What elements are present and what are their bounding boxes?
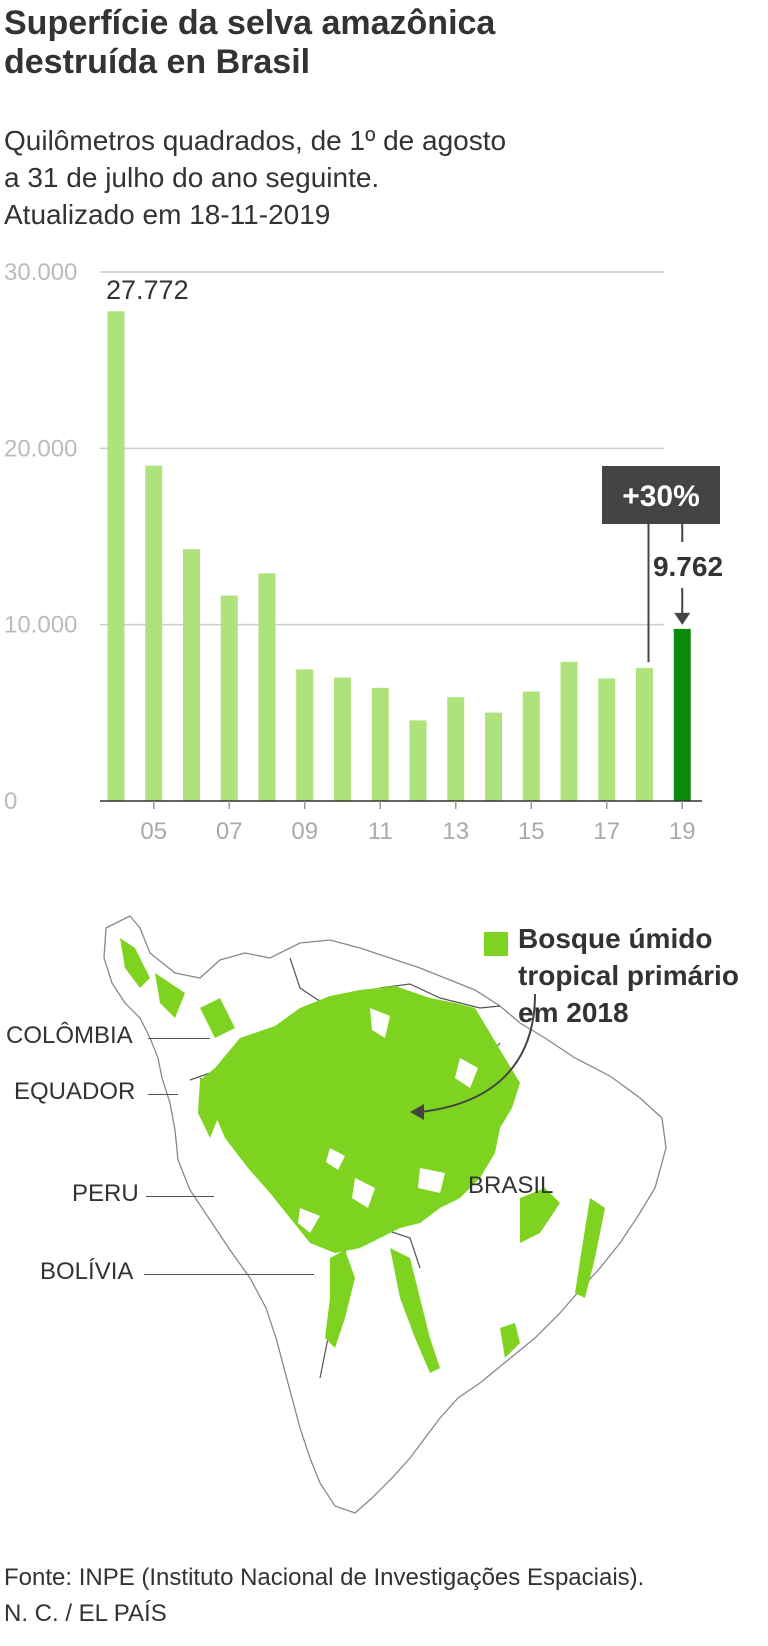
bar [673, 628, 691, 801]
label-bolivia: BOLÍVIA [40, 1258, 134, 1285]
bar [258, 573, 276, 801]
label-peru: PERU [72, 1180, 139, 1207]
source-note: Fonte: INPE (Instituto Nacional de Inves… [4, 1564, 645, 1591]
x-tick-label: 11 [368, 818, 393, 845]
bar [522, 691, 540, 801]
bar [485, 712, 502, 801]
last-value-label: 9.762 [653, 551, 723, 582]
leader-ecuador [148, 1094, 178, 1095]
credit: N. C. / EL PAÍS [4, 1600, 167, 1627]
bar [409, 720, 427, 801]
chart-subtitle: Quilômetros quadrados, de 1º de agosto a… [4, 122, 744, 233]
bar-chart: 0 10.000 20.000 30.000 05 07 09 11 13 15 17 19 27.… [4, 259, 723, 845]
gridlines: 0 10.000 20.000 30.000 [4, 259, 664, 815]
subtitle-line-1: Quilômetros quadrados, de 1º de agosto [4, 125, 507, 156]
forest-coverage [120, 938, 605, 1373]
title-line-2: destruída en Brasil [4, 43, 311, 81]
x-tick-label: 13 [442, 818, 469, 845]
bar [447, 697, 465, 801]
footer: Fonte: INPE (Instituto Nacional de Inves… [4, 1560, 644, 1632]
cleared-areas [298, 1008, 478, 1233]
legend-label: Bosque úmido tropical primário em 2018 [518, 923, 739, 1028]
amazon-map [103, 915, 667, 1514]
bar [145, 465, 163, 801]
subtitle-line-2: a 31 de julho do ano seguinte. [4, 162, 380, 193]
change-callout-label: +30% [622, 480, 700, 513]
bar [334, 677, 351, 801]
bar [371, 687, 389, 801]
x-tick-label: 07 [216, 818, 243, 845]
subtitle-line-3: Atualizado em 18-11-2019 [4, 199, 331, 230]
change-callout-box [602, 466, 720, 524]
bar [220, 595, 238, 801]
bar [107, 311, 125, 801]
y-tick-label: 20.000 [4, 435, 77, 462]
label-brasil: BRASIL [468, 1172, 554, 1199]
bar [183, 549, 200, 801]
x-tick-label: 17 [593, 818, 620, 845]
x-tick-label: 05 [140, 818, 167, 845]
y-tick-label: 0 [4, 788, 17, 815]
leader-colombia [148, 1038, 210, 1039]
annotations: 27.772 +30% 9.762 [106, 275, 723, 663]
chart-title: Superfície da selva amazônica destruída … [4, 4, 744, 82]
bar [560, 661, 578, 801]
leader-peru [146, 1196, 214, 1197]
legend-arrow-head [410, 1104, 424, 1120]
bar [598, 678, 616, 801]
value-arrow-head [674, 612, 691, 625]
bar [296, 669, 314, 801]
first-value-label: 27.772 [106, 275, 189, 305]
x-tick-label: 19 [669, 818, 696, 845]
label-colombia: COLÔMBIA [6, 1022, 133, 1049]
leader-bolivia [144, 1274, 314, 1275]
x-tick-label: 15 [518, 818, 545, 845]
legend-swatch [484, 932, 508, 956]
y-tick-label: 30.000 [4, 259, 77, 286]
axes: 05 07 09 11 13 15 17 19 [100, 800, 702, 845]
bar [636, 668, 653, 801]
label-ecuador: EQUADOR [14, 1078, 136, 1105]
bars [107, 311, 691, 801]
x-tick-label: 09 [291, 818, 318, 845]
y-tick-label: 10.000 [4, 612, 77, 639]
legend-arrow [419, 993, 536, 1113]
title-line-1: Superfície da selva amazônica [4, 4, 496, 42]
